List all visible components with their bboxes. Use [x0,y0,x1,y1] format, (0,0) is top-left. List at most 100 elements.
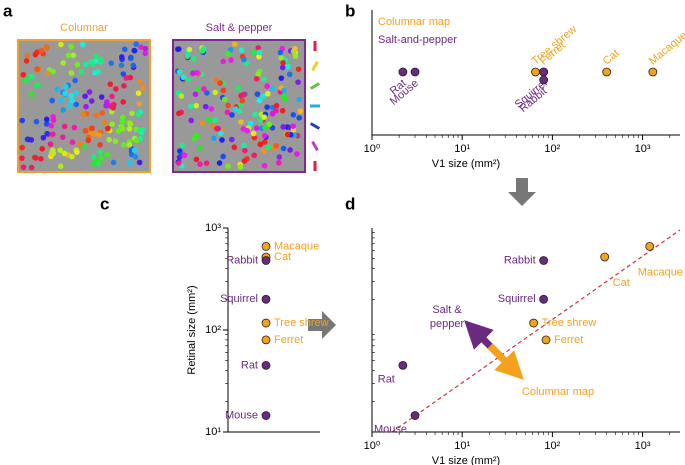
point [645,242,655,251]
cell-dot [62,90,68,97]
cell-dot [110,105,116,111]
point [600,252,610,262]
cell-dot [225,102,231,109]
cell-dot [261,133,268,139]
cell-dot [185,76,191,83]
cell-dot [47,141,54,147]
cell-dot [95,160,101,167]
cell-dot [110,159,117,166]
cell-dot [203,160,210,166]
point [398,360,408,370]
cell-dot [280,124,287,130]
cell-dot [237,164,244,170]
cell-dot [257,117,264,124]
cell-dot [180,74,187,81]
cell-dot [119,125,126,132]
cell-dot [101,119,108,126]
cell-dot [219,137,225,143]
cell-dot [190,55,197,62]
cell-dot [121,46,128,53]
cell-dot [252,111,258,118]
cell-dot [292,53,299,59]
cell-dot [82,128,89,134]
cell-dot [285,63,291,70]
cell-dot [142,50,149,57]
cell-dot [90,154,97,160]
cell-dot [188,103,194,109]
cell-dot [238,47,245,53]
cell-dot [33,82,40,89]
cell-dot [188,117,194,124]
cell-dot [60,107,67,113]
point [602,67,612,77]
cell-dot [107,81,114,88]
cell-dot [57,163,64,169]
cell-dot [123,75,129,81]
cell-dot [179,142,185,149]
cell-dot [43,44,50,50]
orientation-key [311,60,319,72]
cell-dot [205,117,212,123]
cell-dot [254,91,261,97]
point-label: Rabbit [504,254,536,266]
cell-dot [61,123,68,130]
cell-dot [225,163,231,169]
cell-dot [227,47,234,53]
orientation-key [309,122,321,130]
cell-dot [68,92,75,99]
cell-dot [127,55,134,62]
cell-dot [280,60,286,66]
x-tick-label: 10² [544,143,560,155]
cell-dot [235,85,242,91]
x-axis-label: V1 size (mm²) [432,158,500,170]
cell-dot [79,41,86,48]
cell-dot [104,151,111,158]
x-tick-label: 10¹ [454,440,470,452]
cell-dot [127,121,134,127]
cell-dot [244,127,250,134]
cell-dot [225,51,231,57]
cell-dot [50,150,57,157]
cell-dot [132,154,139,160]
cell-dot [296,115,303,121]
cell-dot [261,148,267,154]
point-label: Rat [378,373,395,385]
cell-dot [68,70,75,76]
cell-dot [212,117,218,124]
point [410,411,420,420]
cell-dot [49,97,55,104]
cell-dot [275,159,282,166]
point [541,335,551,345]
cell-dot [265,90,271,97]
cell-dot [217,80,224,86]
cell-dot [66,103,73,109]
cell-dot [256,97,263,104]
map-title: Salt & pepper [206,22,273,34]
cell-dot [60,134,66,141]
cell-dot [97,149,104,155]
cell-dot [131,47,138,54]
cell-dot [77,141,83,148]
cell-dot [135,111,142,118]
cell-dot [126,142,133,148]
cell-dot [28,164,35,171]
cell-dot [193,132,200,139]
cell-dot [193,102,200,109]
cell-dot [127,74,134,81]
cell-dot [109,121,115,127]
cell-dot [295,79,301,85]
cell-dot [243,60,250,67]
x-tick-label: 10³ [635,143,651,155]
cell-dot [28,91,35,98]
cell-dot [238,119,244,125]
point-label: Squirrel [220,293,258,305]
cell-dot [78,69,85,75]
cell-dot [69,97,75,104]
cell-dot [278,55,285,61]
cell-dot [256,49,263,56]
cell-dot [118,54,125,60]
cell-dot [262,124,268,131]
cell-dot [264,83,270,89]
cell-dot [50,68,56,75]
